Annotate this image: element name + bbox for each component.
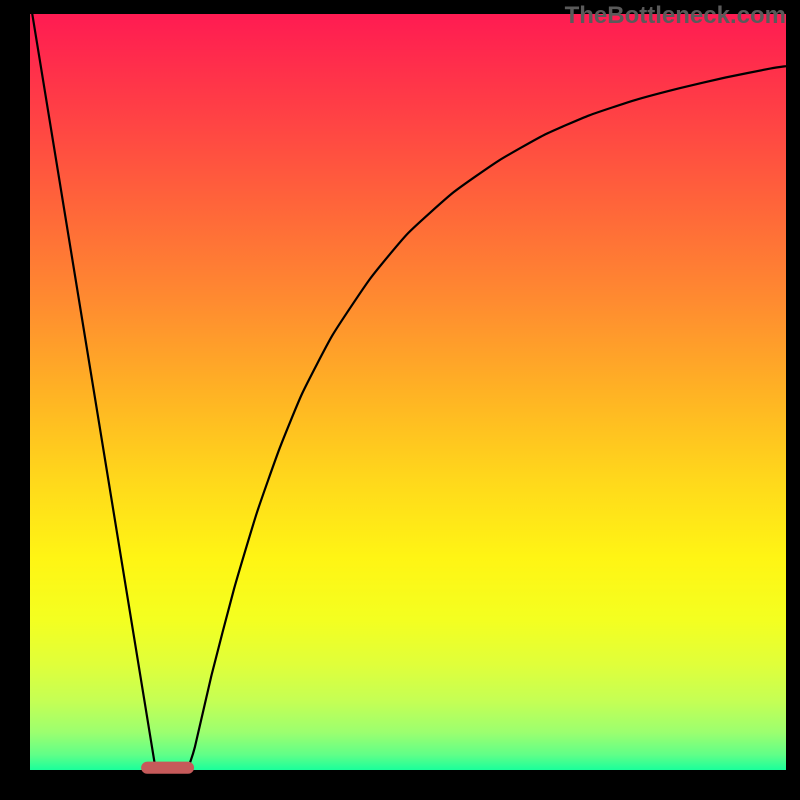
plot-area: [30, 14, 786, 770]
left-line: [32, 14, 166, 768]
watermark-text: TheBottleneck.com: [565, 2, 786, 30]
right-curve: [175, 66, 786, 769]
curves-svg: [30, 14, 786, 770]
chart-container: TheBottleneck.com: [0, 0, 800, 800]
dip-marker: [141, 762, 194, 774]
